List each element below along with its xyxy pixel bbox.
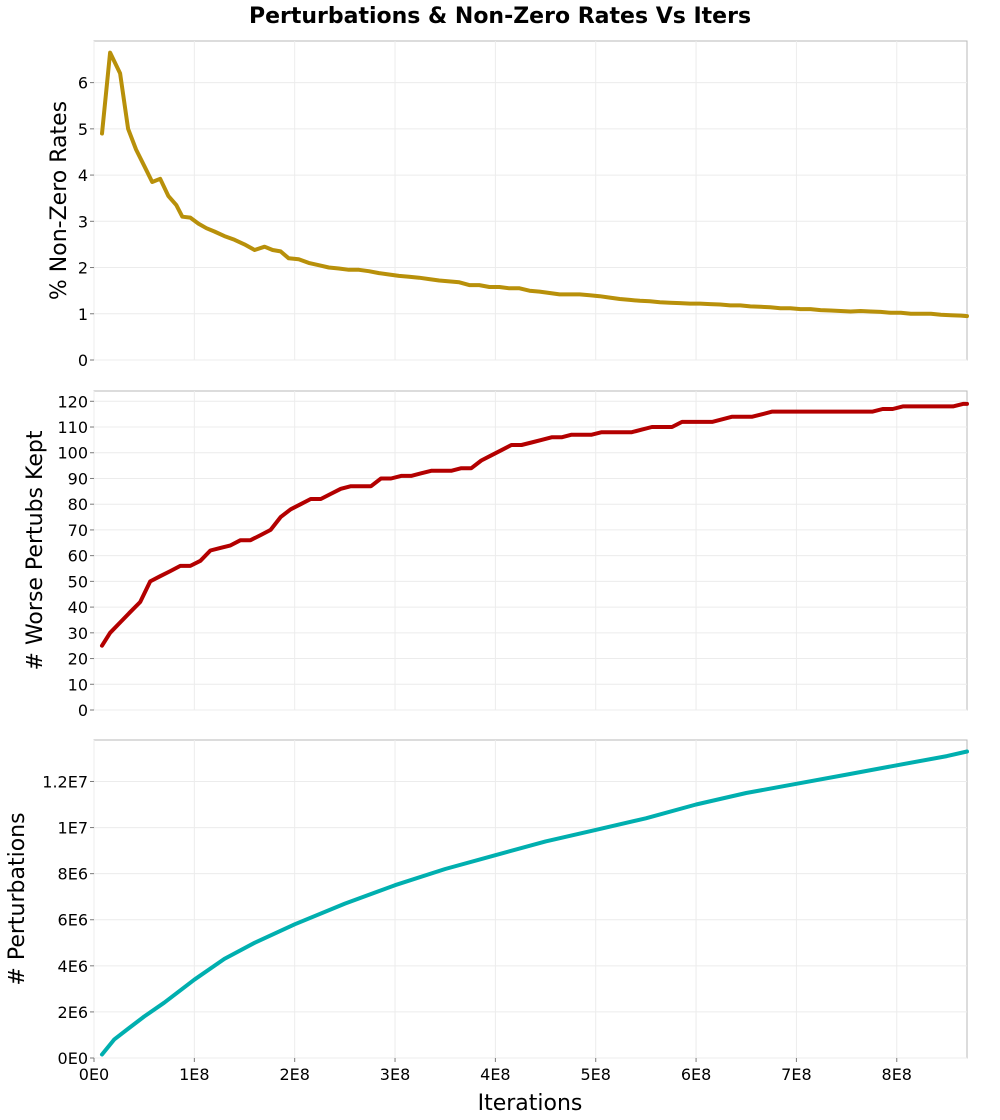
y-tick-label: 0 <box>78 701 88 720</box>
y-axis-label: % Non-Zero Rates <box>47 101 72 300</box>
y-tick-label: 10 <box>68 675 88 694</box>
y-tick-label: 2E6 <box>58 1003 88 1022</box>
x-axis-label: Iterations <box>478 1091 583 1116</box>
y-tick-label: 1E7 <box>58 819 88 838</box>
x-tick-label: 2E8 <box>279 1065 309 1084</box>
x-tick-label: 1E8 <box>179 1065 209 1084</box>
y-tick-label: 8E6 <box>58 865 88 884</box>
plot-frame <box>93 390 968 711</box>
y-axis-ticks: 0 10 20 30 40 50 60 70 80 90 100 110 120 <box>57 392 94 720</box>
y-tick-label: 60 <box>68 547 88 566</box>
y-tick-label: 1.2E7 <box>42 772 88 791</box>
y-tick-label: 4 <box>78 166 88 185</box>
y-axis-ticks: 0 1 2 3 4 5 6 <box>78 74 94 370</box>
x-tick-label: 8E8 <box>882 1065 912 1084</box>
nonzero-rates-panel: 0 1 2 3 4 5 6 % Non-Zero Rates <box>47 40 969 370</box>
y-tick-label: 0E0 <box>58 1049 88 1068</box>
x-tick-label: 0E0 <box>79 1065 109 1084</box>
y-tick-label: 2 <box>78 259 88 278</box>
series-line <box>100 401 969 648</box>
y-axis-label: # Worse Pertubs Kept <box>23 430 48 670</box>
perturbations-panel: 0E0 2E6 4E6 6E6 8E6 1E7 1.2E7 # Perturbations <box>5 739 969 1068</box>
y-axis-ticks: 0E0 2E6 4E6 6E6 8E6 1E7 1.2E7 <box>42 772 94 1068</box>
gridlines <box>93 41 967 361</box>
y-tick-label: 120 <box>57 392 88 411</box>
y-tick-label: 1 <box>78 305 88 324</box>
y-tick-label: 40 <box>68 598 88 617</box>
gridlines <box>93 391 967 711</box>
series-line <box>100 749 969 1057</box>
y-axis-label: # Perturbations <box>5 812 30 985</box>
series-line <box>100 50 969 319</box>
chart-title: Perturbations & Non-Zero Rates Vs Iters <box>249 4 751 29</box>
y-tick-label: 20 <box>68 650 88 669</box>
y-tick-label: 70 <box>68 521 88 540</box>
x-tick-label: 6E8 <box>681 1065 711 1084</box>
y-tick-label: 50 <box>68 572 88 591</box>
y-tick-label: 0 <box>78 351 88 370</box>
x-tick-label: 3E8 <box>380 1065 410 1084</box>
y-tick-label: 5 <box>78 120 88 139</box>
plot-frame <box>93 739 968 1059</box>
y-tick-label: 30 <box>68 624 88 643</box>
gridlines <box>93 740 967 1059</box>
x-tick-label: 4E8 <box>480 1065 510 1084</box>
y-tick-label: 4E6 <box>58 957 88 976</box>
worse-pertubs-panel: 0 10 20 30 40 50 60 70 80 90 100 110 120 # Worse Per… <box>23 390 969 720</box>
x-tick-label: 7E8 <box>781 1065 811 1084</box>
y-tick-label: 3 <box>78 212 88 231</box>
series-marks <box>100 50 969 319</box>
y-tick-label: 100 <box>57 444 88 463</box>
y-tick-label: 110 <box>57 418 88 437</box>
x-axis-ticks: 0E0 1E8 2E8 3E8 4E8 5E8 6E8 7E8 8E8 <box>79 1058 912 1084</box>
y-tick-label: 6E6 <box>58 911 88 930</box>
series-marks <box>100 401 969 648</box>
x-tick-label: 5E8 <box>580 1065 610 1084</box>
y-tick-label: 90 <box>68 469 88 488</box>
series-marks <box>100 749 969 1057</box>
y-tick-label: 80 <box>68 495 88 514</box>
y-tick-label: 6 <box>78 74 88 93</box>
